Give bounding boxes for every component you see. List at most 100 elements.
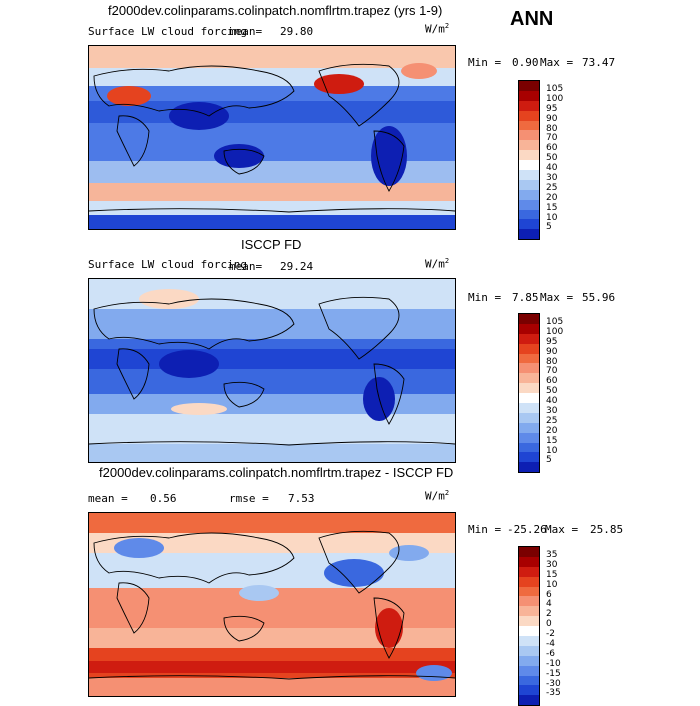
colorbar-tick: 25 bbox=[546, 415, 558, 426]
panel1-colorbar-box bbox=[519, 179, 539, 190]
panel3-colorbar-box bbox=[519, 675, 539, 686]
colorbar-tick: 105 bbox=[546, 84, 564, 94]
colorbar-tick: 70 bbox=[546, 366, 558, 377]
panel1-mean-value: 29.80 bbox=[280, 25, 314, 38]
colorbar-tick: 105 bbox=[546, 317, 564, 327]
colorbar-tick: 80 bbox=[546, 123, 558, 134]
colorbar-tick: -30 bbox=[546, 678, 561, 689]
panel3-title: f2000dev.colinparams.colinpatch.nomflrtm… bbox=[99, 465, 454, 480]
colorbar-tick: 25 bbox=[546, 182, 558, 193]
panel1-colorbar-box bbox=[519, 150, 539, 161]
panel1-colorbar-box bbox=[519, 140, 539, 151]
panel1-colorbar-ticks: 105 100 95 90 80 70 60 50 40 30 25 20 15… bbox=[546, 84, 564, 233]
season-label: ANN bbox=[510, 8, 554, 30]
colorbar-tick: 2 bbox=[546, 609, 552, 620]
colorbar-tick: -4 bbox=[546, 639, 555, 650]
panel2-colorbar-box bbox=[519, 452, 539, 463]
colorbar-tick: 15 bbox=[546, 569, 558, 580]
panel1-colorbar-box bbox=[519, 189, 539, 200]
panel1-title: f2000dev.colinparams.colinpatch.nomflrtm… bbox=[108, 3, 443, 18]
panel2-colorbar-box bbox=[519, 422, 539, 433]
panel3-rmse-value: 7.53 bbox=[288, 492, 315, 505]
panel3-colorbar-box bbox=[519, 576, 539, 587]
panel3-colorbar-box bbox=[519, 586, 539, 597]
colorbar-tick: 10 bbox=[546, 212, 558, 223]
panel3-colorbar-box bbox=[519, 556, 539, 567]
colorbar-tick: 30 bbox=[546, 406, 558, 417]
panel3-min-value: -25.26 bbox=[507, 523, 547, 536]
colorbar-tick: 60 bbox=[546, 143, 558, 154]
panel2-colorbar-ticks: 105 100 95 90 80 70 60 50 40 30 25 20 15… bbox=[546, 317, 564, 466]
colorbar-tick: -2 bbox=[546, 629, 555, 640]
panel3-colorbar-box bbox=[519, 547, 539, 557]
panel2-units: W/m2 bbox=[425, 257, 450, 271]
colorbar-tick: 20 bbox=[546, 192, 558, 203]
panel2-colorbar-box bbox=[519, 363, 539, 374]
panel1-min-label: Min = bbox=[468, 56, 502, 69]
colorbar-tick: 10 bbox=[546, 579, 558, 590]
panel2-colorbar-box bbox=[519, 314, 539, 324]
panel1-map bbox=[88, 45, 456, 230]
panel3-colorbar-box bbox=[519, 685, 539, 696]
panel1-colorbar-box bbox=[519, 100, 539, 111]
colorbar-tick: 90 bbox=[546, 346, 558, 357]
colorbar-tick: 40 bbox=[546, 396, 558, 407]
panel2-mean-value: 29.24 bbox=[280, 260, 314, 273]
panel2-title: ISCCP FD bbox=[241, 237, 302, 252]
colorbar-tick: 20 bbox=[546, 425, 558, 436]
panel1-colorbar-box bbox=[519, 120, 539, 131]
panel3-colorbar bbox=[518, 546, 540, 706]
panel2-colorbar-box bbox=[519, 403, 539, 413]
panel1-colorbar bbox=[518, 80, 540, 241]
colorbar-tick: -10 bbox=[546, 658, 561, 669]
panel1-units: W/m2 bbox=[425, 22, 450, 36]
colorbar-tick: -6 bbox=[546, 648, 555, 659]
colorbar-tick: 50 bbox=[546, 386, 558, 397]
colorbar-tick: 50 bbox=[546, 153, 558, 164]
colorbar-tick: 90 bbox=[546, 113, 558, 124]
panel3-mean-label: mean = bbox=[88, 492, 128, 505]
panel3-mean-value: 0.56 bbox=[150, 492, 177, 505]
colorbar-tick: -35 bbox=[546, 688, 561, 699]
panel3-colorbar-box bbox=[519, 626, 539, 637]
panel3-colorbar-ticks: 35 30 15 10 6 4 2 0 -2 -4 -6 -10 -15 -30… bbox=[546, 550, 561, 699]
colorbar-tick: 0 bbox=[546, 619, 552, 630]
panel3-max-value: 25.85 bbox=[590, 523, 624, 536]
panel3-colorbar-box bbox=[519, 645, 539, 656]
panel3-max-label: Max = bbox=[545, 523, 579, 536]
panel3-colorbar-box bbox=[519, 655, 539, 666]
panel1-colorbar-box bbox=[519, 219, 539, 230]
panel3-rmse-label: rmse = bbox=[229, 492, 269, 505]
panel2-colorbar-box bbox=[519, 412, 539, 423]
panel2-colorbar bbox=[518, 313, 540, 474]
colorbar-tick: 15 bbox=[546, 435, 558, 446]
panel1-colorbar-box bbox=[519, 110, 539, 121]
panel1-variable-label: Surface LW cloud forcing bbox=[88, 25, 247, 38]
panel1-max-label: Max = bbox=[540, 56, 574, 69]
colorbar-tick: 35 bbox=[546, 550, 558, 560]
panel3-colorbar-box bbox=[519, 596, 539, 607]
panel2-map bbox=[88, 278, 456, 463]
panel2-colorbar-box bbox=[519, 462, 539, 473]
colorbar-tick: 70 bbox=[546, 133, 558, 144]
panel3-min-label: Min = bbox=[468, 523, 502, 536]
panel2-max-value: 55.96 bbox=[582, 291, 616, 304]
panel2-colorbar-box bbox=[519, 353, 539, 364]
panel1-colorbar-box bbox=[519, 209, 539, 220]
panel3-colorbar-box bbox=[519, 665, 539, 676]
panel2-colorbar-box bbox=[519, 323, 539, 334]
panel1-colorbar-box bbox=[519, 199, 539, 210]
colorbar-tick: 5 bbox=[546, 222, 552, 233]
panel1-colorbar-box bbox=[519, 170, 539, 180]
panel3-colorbar-box bbox=[519, 566, 539, 577]
panel3-colorbar-box bbox=[519, 695, 539, 706]
colorbar-tick: 5 bbox=[546, 455, 552, 466]
colorbar-tick: 4 bbox=[546, 599, 552, 610]
panel2-colorbar-box bbox=[519, 343, 539, 354]
colorbar-tick: 60 bbox=[546, 376, 558, 387]
panel2-colorbar-box bbox=[519, 432, 539, 443]
panel3-colorbar-box bbox=[519, 636, 539, 646]
colorbar-tick: 80 bbox=[546, 356, 558, 367]
panel2-variable-label: Surface LW cloud forcing bbox=[88, 258, 247, 271]
panel2-colorbar-box bbox=[519, 373, 539, 384]
